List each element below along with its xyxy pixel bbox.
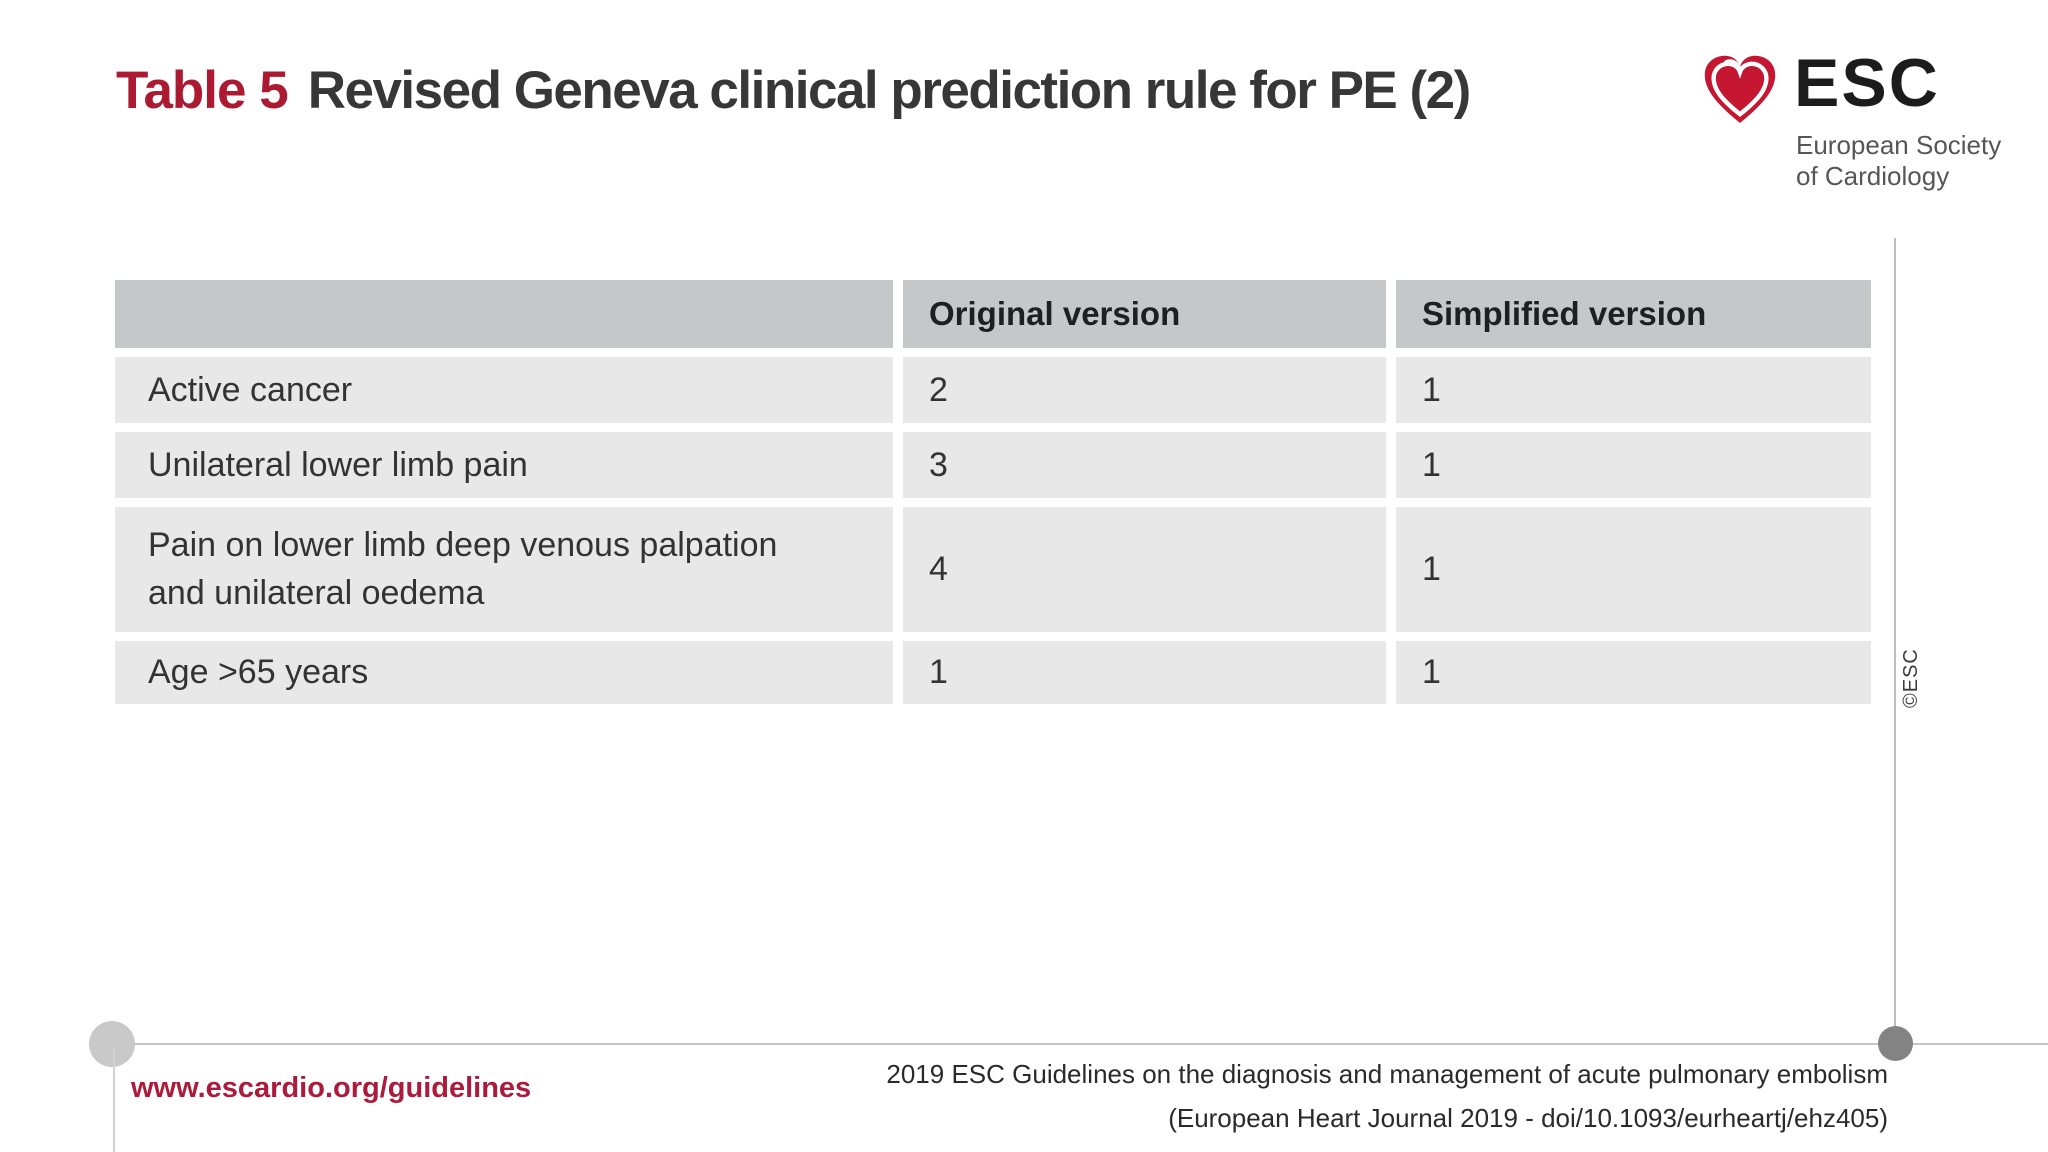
guidelines-website-link[interactable]: www.escardio.org/guidelines [131, 1072, 532, 1104]
reference-citation: 2019 ESC Guidelines on the diagnosis and… [886, 1052, 1888, 1140]
table-header-simplified-version: Simplified version [1396, 280, 1871, 348]
criterion-line-2: and unilateral oedema [148, 573, 485, 612]
table-row-simplified-value: 1 [1396, 641, 1871, 704]
table-title-text: Revised Geneva clinical prediction rule … [307, 61, 1472, 120]
table-row-criterion: Unilateral lower limb pain [115, 432, 893, 498]
table-row-criterion: Age >65 years [115, 641, 893, 704]
footer-left-vertical-divider [113, 1046, 115, 1152]
right-vertical-divider [1894, 238, 1896, 1044]
table-row-original-value: 4 [903, 507, 1386, 632]
table-row-criterion: Active cancer [115, 357, 893, 423]
criterion-line-1: Pain on lower limb deep venous palpation [148, 525, 778, 564]
footer-left-circle-ornament [89, 1021, 135, 1067]
esc-heart-icon [1704, 55, 1776, 123]
reference-citation-line2: (European Heart Journal 2019 - doi/10.10… [1168, 1103, 1888, 1133]
table-row-criterion: Pain on lower limb deep venous palpation… [115, 507, 893, 632]
esc-logo-acronym: ESC [1794, 45, 1940, 121]
table-row-simplified-value: 1 [1396, 357, 1871, 423]
table-row-simplified-value: 1 [1396, 507, 1871, 632]
esc-copyright-watermark: ©ESC [1900, 648, 1922, 708]
esc-logo-name-line1: European Society [1796, 130, 2002, 160]
table-header-criterion [115, 280, 893, 348]
table-header-original-version: Original version [903, 280, 1386, 348]
reference-citation-line1: 2019 ESC Guidelines on the diagnosis and… [886, 1059, 1888, 1089]
footer-horizontal-divider [90, 1043, 2048, 1045]
esc-logo-name-line2: of Cardiology [1796, 161, 1950, 191]
table-row-original-value: 1 [903, 641, 1386, 704]
table-row-original-value: 3 [903, 432, 1386, 498]
table-number-label: Table 5 [116, 61, 289, 120]
page-title: Table 5 Revised Geneva clinical predicti… [116, 60, 1472, 121]
footer-right-circle-ornament [1878, 1026, 1913, 1061]
geneva-prediction-table: Original version Simplified version Acti… [115, 280, 1871, 704]
table-row-original-value: 2 [903, 357, 1386, 423]
table-row-simplified-value: 1 [1396, 432, 1871, 498]
